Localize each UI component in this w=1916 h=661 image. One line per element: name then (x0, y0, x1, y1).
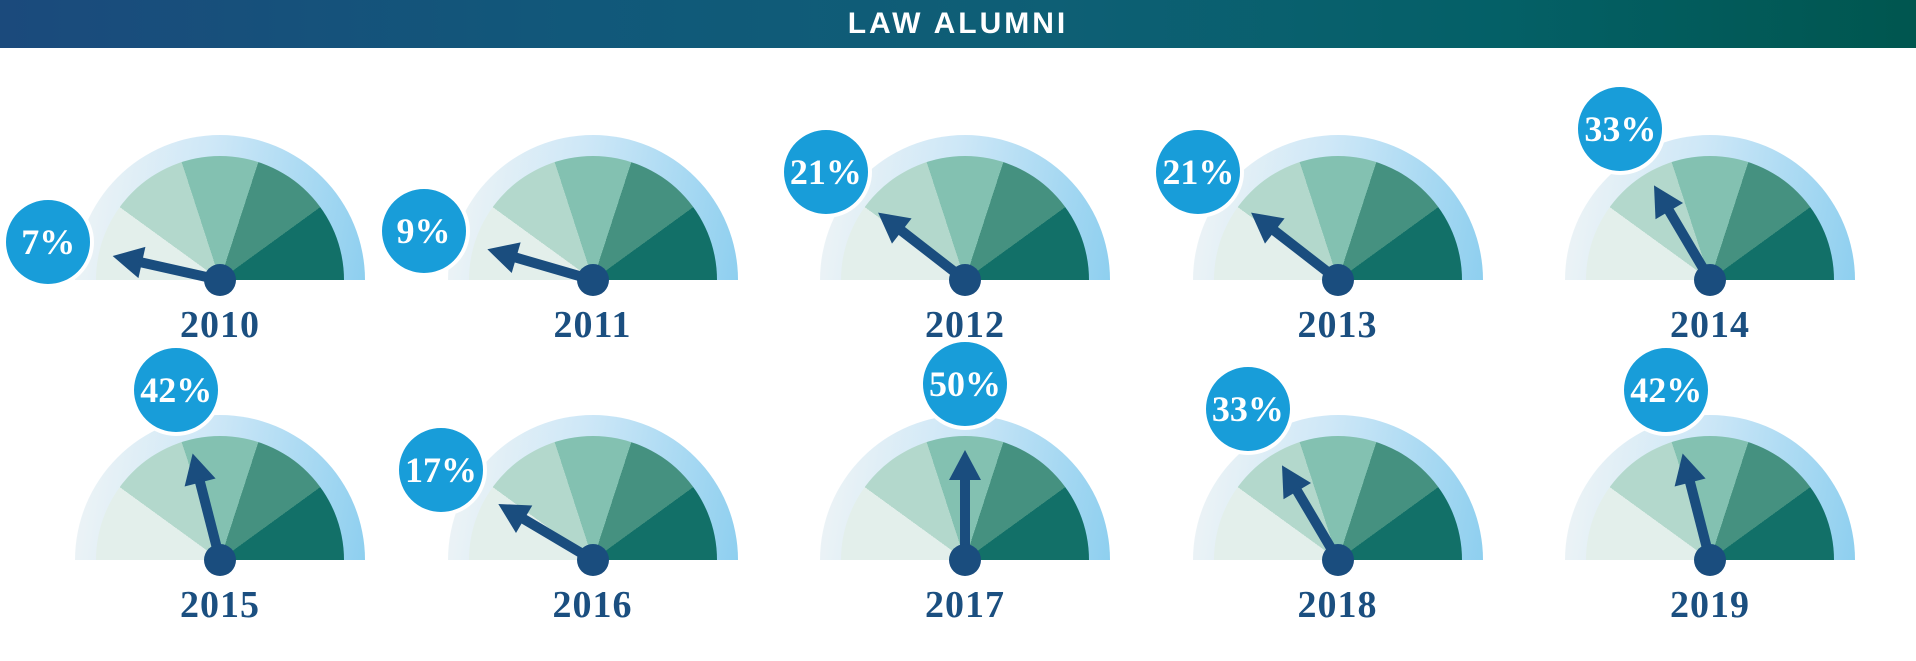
gauge-needle (948, 450, 982, 561)
value-badge: 21% (1152, 126, 1245, 219)
year-label: 2010 (180, 304, 260, 346)
year-label: 2016 (552, 584, 633, 626)
gauge-hub (576, 544, 609, 576)
gauge-hub (949, 544, 981, 576)
gauge: 42% 2019 (1523, 335, 1898, 627)
value-badge-label: 42% (1630, 369, 1703, 410)
gauge-hub (576, 264, 609, 296)
value-badge-label: 42% (140, 369, 213, 410)
value-badge: 42% (1620, 343, 1713, 436)
gauge-hub (204, 264, 236, 296)
value-badge-label: 9% (396, 210, 451, 251)
needle-arrowhead-icon (949, 450, 981, 480)
value-badge: 7% (2, 195, 95, 288)
value-badge: 33% (1574, 82, 1667, 175)
needle-shaft (960, 477, 970, 561)
year-label: 2018 (1297, 584, 1378, 626)
gauge-hub (1694, 544, 1726, 576)
year-label: 2015 (180, 584, 260, 626)
value-badge: 17% (395, 424, 488, 517)
year-label: 2019 (1670, 584, 1750, 626)
value-badge-label: 33% (1584, 108, 1657, 149)
value-badge: 33% (1201, 362, 1294, 455)
gauge: 50% 2017 (778, 335, 1153, 627)
gauge-hub (1321, 264, 1354, 296)
gauge: 21% 2013 (1150, 55, 1525, 347)
gauge: 17% 2016 (395, 335, 780, 627)
gauge: 9% 2011 (377, 55, 780, 347)
value-badge-label: 21% (789, 152, 862, 193)
gauge-hub (1694, 264, 1726, 296)
gauge: 33% 2014 (1523, 55, 1898, 347)
gauge-hub (204, 544, 236, 576)
year-label: 2014 (1670, 304, 1750, 346)
gauge: 42% 2015 (33, 335, 408, 627)
gauge: 21% 2012 (778, 55, 1153, 347)
page-title: LAW ALUMNI (847, 7, 1069, 40)
value-badge: 21% (779, 126, 872, 219)
value-badge: 50% (919, 338, 1011, 430)
gauge-hub (1321, 544, 1354, 576)
value-badge: 9% (377, 184, 470, 277)
gauge: 33% 2018 (1150, 335, 1525, 627)
value-badge-label: 33% (1211, 388, 1284, 429)
value-badge-label: 17% (405, 450, 478, 491)
value-badge: 42% (130, 343, 223, 436)
value-badge-label: 21% (1162, 152, 1235, 193)
year-label: 2013 (1297, 304, 1378, 346)
value-badge-label: 7% (21, 221, 76, 262)
header-banner: LAW ALUMNI (0, 0, 1916, 48)
gauge-hub (949, 264, 981, 296)
gauge: 7% 2010 (2, 55, 408, 347)
year-label: 2011 (553, 304, 632, 346)
year-label: 2017 (925, 584, 1005, 626)
value-badge-label: 50% (929, 364, 1001, 404)
